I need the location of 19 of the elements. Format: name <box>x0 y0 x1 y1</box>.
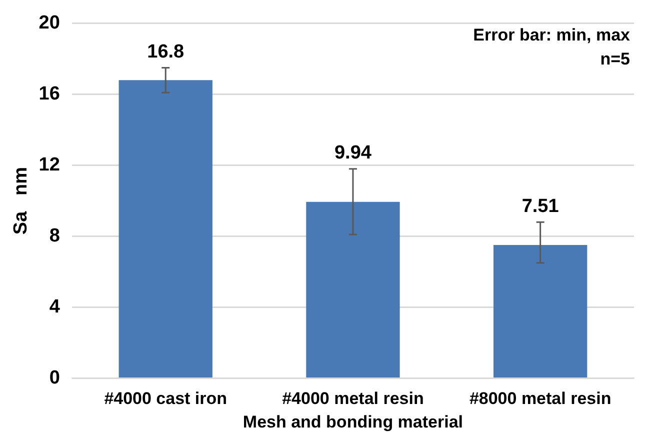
y-axis-title: Sa nm <box>10 167 32 235</box>
y-tick-label: 4 <box>49 296 60 318</box>
data-label: 9.94 <box>334 142 372 164</box>
x-tick-label: #8000 metal resin <box>469 389 612 408</box>
annotation: Error bar: min, max <box>473 26 631 45</box>
data-label: 7.51 <box>522 196 560 217</box>
y-tick-label: 0 <box>49 367 60 388</box>
bar <box>306 202 400 378</box>
y-tick-label: 16 <box>38 84 60 105</box>
x-axis-title: Mesh and bonding material <box>242 412 464 432</box>
y-tick-label: 12 <box>38 154 60 176</box>
x-tick-label: #4000 cast iron <box>104 389 228 408</box>
x-tick-label: #4000 metal resin <box>282 389 424 408</box>
annotation: n=5 <box>600 50 630 69</box>
y-tick-label: 20 <box>38 12 60 34</box>
data-label: 16.8 <box>147 41 184 62</box>
bar <box>118 80 212 378</box>
bar <box>493 244 588 378</box>
y-tick-label: 8 <box>49 226 60 247</box>
